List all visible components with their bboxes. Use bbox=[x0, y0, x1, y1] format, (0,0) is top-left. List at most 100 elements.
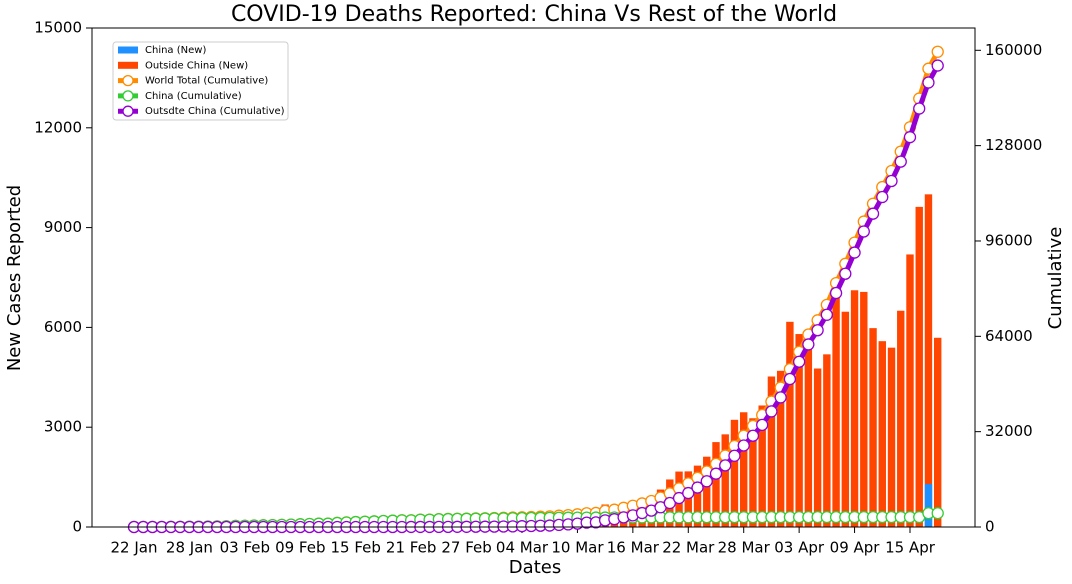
point bbox=[894, 155, 907, 168]
point bbox=[931, 507, 944, 520]
bar bbox=[878, 341, 886, 527]
x-tick-label: 28 Mar bbox=[718, 539, 771, 557]
y-tick-label: 9000 bbox=[44, 218, 82, 236]
bar bbox=[924, 194, 933, 528]
bar bbox=[887, 347, 896, 527]
bar bbox=[823, 354, 831, 527]
bar bbox=[850, 290, 859, 527]
x-tick-label: 09 Feb bbox=[275, 539, 325, 557]
point bbox=[885, 174, 898, 188]
legend-swatch bbox=[118, 46, 138, 54]
y-axis-label: New Cases Reported bbox=[4, 185, 25, 371]
x-tick-label: 15 Apr bbox=[885, 539, 936, 557]
point bbox=[691, 481, 704, 494]
point bbox=[829, 286, 843, 300]
x-tick-label: 10 Mar bbox=[551, 539, 604, 557]
bar bbox=[721, 434, 729, 527]
bar bbox=[934, 337, 942, 527]
bar bbox=[703, 456, 711, 527]
legend-swatch bbox=[118, 61, 138, 69]
legend-label: Outside China (New) bbox=[145, 60, 248, 71]
bar bbox=[832, 284, 840, 527]
point bbox=[783, 372, 797, 386]
point bbox=[737, 439, 750, 452]
bar bbox=[749, 418, 757, 527]
point bbox=[857, 225, 870, 238]
point bbox=[820, 308, 833, 321]
bar bbox=[767, 376, 776, 527]
point bbox=[931, 45, 944, 58]
bar bbox=[924, 484, 933, 527]
point bbox=[663, 496, 676, 510]
y-tick-label: 0 bbox=[72, 518, 82, 536]
point bbox=[700, 475, 713, 488]
bar bbox=[804, 333, 813, 527]
bar bbox=[860, 291, 868, 527]
plot-frame bbox=[91, 27, 976, 528]
bar bbox=[786, 321, 794, 527]
bar bbox=[869, 328, 877, 527]
point bbox=[709, 467, 723, 480]
x-tick-label: 15 Feb bbox=[331, 539, 381, 557]
y2-tick-label: 128000 bbox=[985, 136, 1042, 154]
bar bbox=[758, 405, 766, 527]
point bbox=[682, 486, 695, 500]
point bbox=[728, 449, 741, 462]
point bbox=[792, 355, 806, 368]
x-tick-label: 09 Apr bbox=[830, 539, 881, 557]
point bbox=[746, 429, 760, 442]
y2-tick-label: 32000 bbox=[985, 422, 1033, 440]
point bbox=[903, 131, 917, 144]
y-tick-label: 6000 bbox=[44, 318, 82, 336]
x-tick-label: 22 Jan bbox=[111, 539, 158, 557]
bar bbox=[712, 442, 720, 527]
legend-label: World Total (Cumulative) bbox=[145, 76, 268, 87]
bar bbox=[795, 334, 803, 527]
y-tick-label: 15000 bbox=[34, 19, 82, 37]
x-tick-label: 16 Mar bbox=[607, 539, 660, 557]
legend-marker bbox=[122, 74, 134, 87]
legend-box bbox=[112, 41, 289, 121]
bar bbox=[813, 368, 822, 527]
legend-label: China (Cumulative) bbox=[145, 91, 242, 102]
point bbox=[922, 76, 935, 89]
y2-tick-label: 0 bbox=[985, 518, 995, 536]
point bbox=[756, 418, 769, 432]
bar bbox=[740, 412, 748, 527]
x-tick-label: 03 Feb bbox=[220, 539, 270, 557]
point bbox=[848, 246, 861, 259]
legend-marker bbox=[122, 90, 134, 102]
chart-title: COVID-19 Deaths Reported: China Vs Rest … bbox=[231, 2, 837, 27]
x-tick-label: 21 Feb bbox=[386, 539, 436, 557]
x-tick-label: 27 Feb bbox=[441, 539, 491, 557]
x-tick-label: 03 Apr bbox=[774, 539, 825, 557]
bar bbox=[915, 206, 923, 527]
x-tick-label: 22 Mar bbox=[662, 539, 715, 557]
y2-tick-label: 160000 bbox=[985, 41, 1042, 59]
bar bbox=[693, 465, 702, 527]
point bbox=[672, 491, 686, 505]
legend-marker bbox=[122, 105, 134, 117]
y2-axis-label: Cumulative bbox=[1045, 227, 1066, 330]
x-axis-label: Dates bbox=[509, 557, 561, 578]
y2-tick-label: 64000 bbox=[985, 327, 1033, 345]
bar bbox=[841, 311, 850, 527]
y2-tick-label: 96000 bbox=[985, 231, 1033, 249]
point bbox=[876, 190, 889, 204]
legend-label: Outsdte China (Cumulative) bbox=[145, 106, 285, 117]
legend-label: China (New) bbox=[145, 45, 206, 56]
x-tick-label: 04 Mar bbox=[496, 539, 549, 557]
bar bbox=[730, 419, 739, 527]
bar bbox=[906, 254, 914, 527]
bar bbox=[776, 370, 785, 527]
bar bbox=[897, 310, 905, 527]
point bbox=[913, 102, 926, 115]
point bbox=[866, 207, 880, 220]
point bbox=[774, 391, 787, 404]
point bbox=[811, 324, 824, 337]
point bbox=[931, 59, 944, 72]
y-tick-label: 3000 bbox=[44, 418, 82, 436]
x-tick-label: 28 Jan bbox=[166, 539, 213, 557]
point bbox=[765, 405, 778, 418]
